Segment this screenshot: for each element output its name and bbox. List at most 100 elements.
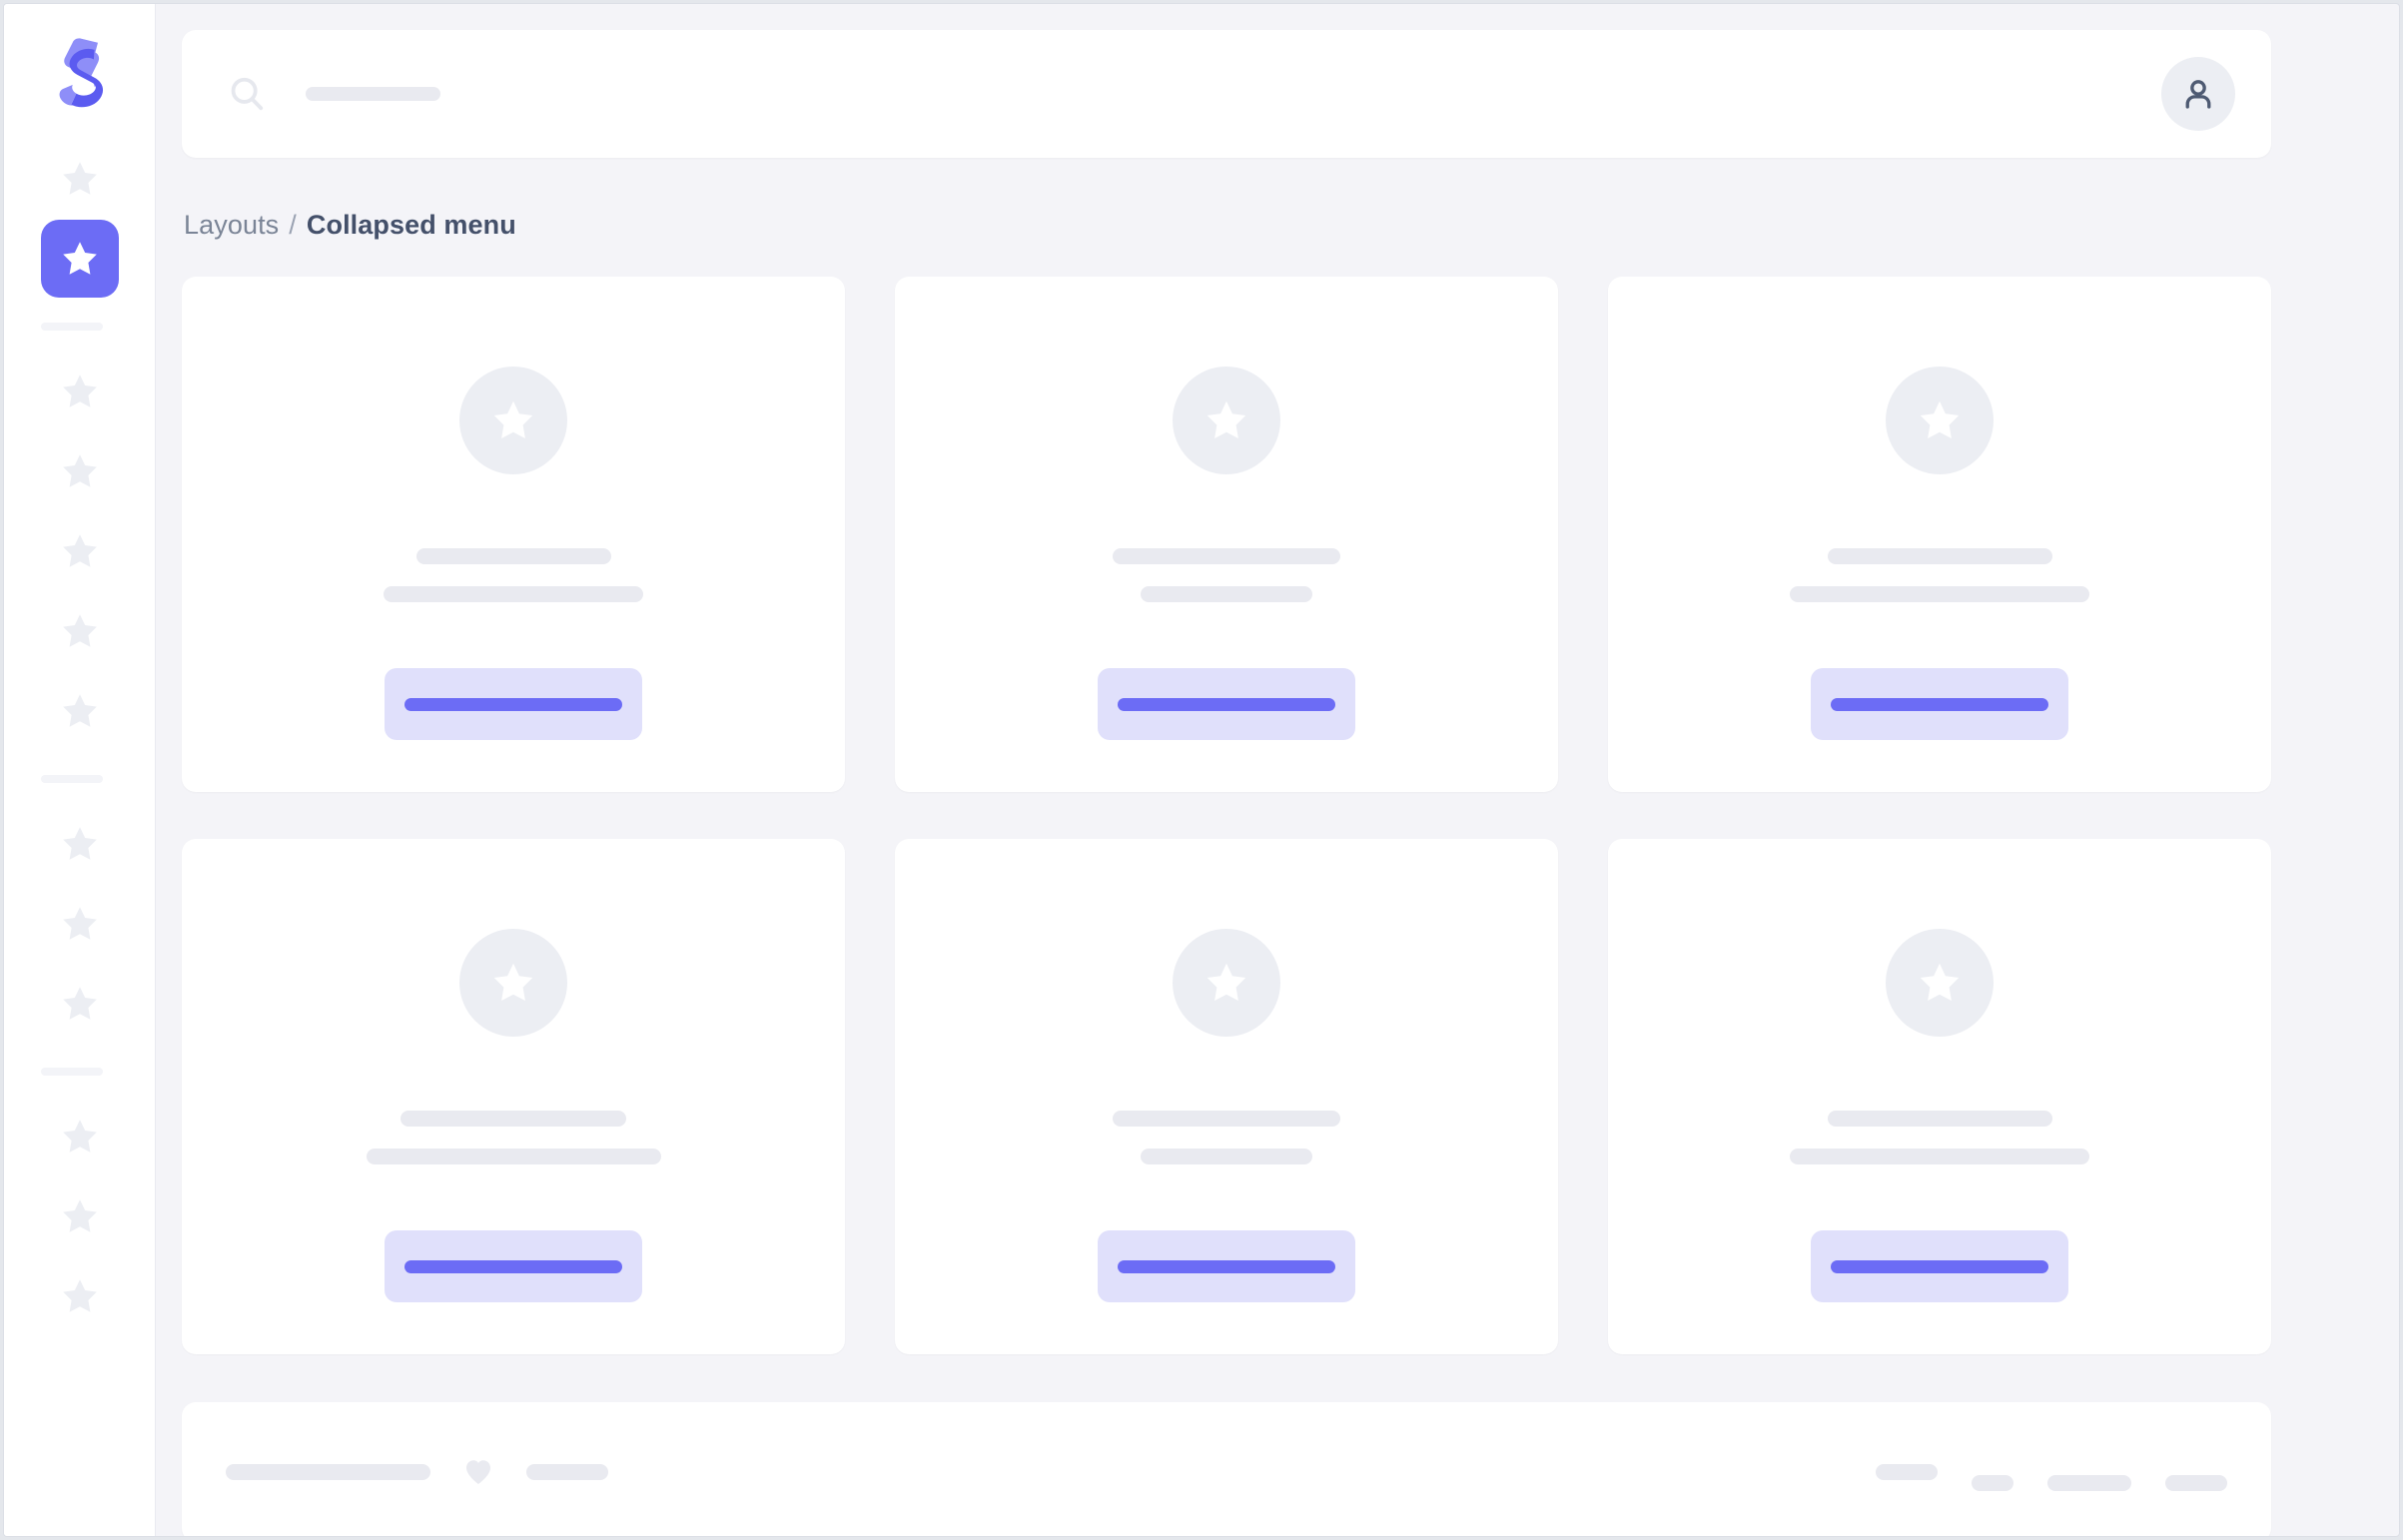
card-title-skeleton (400, 1111, 626, 1127)
star-icon (1920, 400, 1960, 438)
breadcrumb-separator: / (289, 210, 297, 240)
card-action-button[interactable] (1811, 1230, 2068, 1302)
card-text-skeletons (895, 1111, 1558, 1164)
card-grid (182, 277, 2271, 1354)
card-avatar (459, 367, 567, 474)
search-input[interactable] (266, 64, 2161, 124)
card-avatar (459, 929, 567, 1037)
footer-link-skeleton[interactable] (1972, 1475, 2013, 1491)
app-viewport: Layouts / Collapsed menu (3, 3, 2400, 1537)
card-action-button[interactable] (1098, 1230, 1355, 1302)
footer-text-skeleton (226, 1464, 430, 1480)
sidebar-item-12[interactable] (41, 1257, 119, 1335)
footer-bar (182, 1402, 2271, 1536)
sidebar-item-9[interactable] (41, 965, 119, 1043)
card-avatar (1886, 367, 1994, 474)
card-title-skeleton (1113, 1111, 1340, 1127)
sidebar-item-6[interactable] (41, 672, 119, 750)
card-action-button[interactable] (385, 668, 642, 740)
footer-suffix-skeleton (526, 1464, 608, 1480)
card-subtitle-skeleton (384, 586, 643, 602)
content-card[interactable] (182, 277, 845, 792)
card-text-skeletons (1608, 548, 2271, 602)
card-title-skeleton (415, 548, 611, 564)
star-icon (62, 454, 97, 487)
star-icon (493, 963, 533, 1001)
s-ribbon-logo-icon (59, 38, 103, 108)
card-action-label-skeleton (1831, 697, 2048, 711)
card-action-label-skeleton (1118, 697, 1335, 711)
brand-logo[interactable] (38, 30, 122, 114)
card-action-label-skeleton (404, 1259, 622, 1273)
sidebar-divider (40, 1068, 103, 1076)
card-text-skeletons (895, 548, 1558, 602)
footer-link-skeleton[interactable] (1876, 1464, 1938, 1480)
top-search-bar (182, 30, 2271, 158)
card-text-skeletons (1608, 1111, 2271, 1164)
card-title-skeleton (1113, 548, 1340, 564)
star-icon (62, 694, 97, 727)
card-avatar (1173, 929, 1280, 1037)
star-icon (1920, 963, 1960, 1001)
content-card[interactable] (182, 839, 845, 1354)
card-text-skeletons (182, 548, 845, 602)
content-card[interactable] (1608, 277, 2271, 792)
sidebar-item-2[interactable] (41, 353, 119, 430)
star-icon (62, 987, 97, 1020)
star-icon (62, 1120, 97, 1153)
sidebar-item-4[interactable] (41, 512, 119, 590)
star-icon (62, 907, 97, 940)
heart-icon (466, 1460, 490, 1484)
star-icon (62, 375, 97, 407)
star-icon (62, 534, 97, 567)
card-title-skeleton (1827, 548, 2052, 564)
sidebar-divider (40, 323, 103, 331)
footer-left-group (226, 1456, 608, 1488)
sidebar-item-7[interactable] (41, 805, 119, 883)
star-icon (62, 1199, 97, 1232)
content-card[interactable] (1608, 839, 2271, 1354)
card-subtitle-skeleton (1141, 586, 1312, 602)
sidebar-item-0[interactable] (41, 140, 119, 218)
breadcrumb-parent[interactable]: Layouts (184, 210, 280, 240)
account-avatar-button[interactable] (2161, 57, 2235, 131)
search-placeholder-skeleton (306, 87, 440, 101)
sidebar-item-1-active[interactable] (40, 220, 119, 298)
card-avatar (1886, 929, 1994, 1037)
breadcrumb: Layouts / Collapsed menu (184, 210, 2271, 241)
main-content: Layouts / Collapsed menu (156, 4, 2399, 1536)
sidebar-item-11[interactable] (41, 1177, 119, 1255)
star-icon (1206, 963, 1246, 1001)
search-icon (231, 77, 264, 111)
sidebar-nav (40, 140, 119, 1337)
card-action-button[interactable] (1098, 668, 1355, 740)
sidebar-item-5[interactable] (41, 592, 119, 670)
sidebar-divider (40, 775, 103, 783)
card-action-label-skeleton (1118, 1259, 1335, 1273)
star-icon (62, 162, 97, 195)
sidebar-item-10[interactable] (41, 1098, 119, 1175)
star-icon (62, 614, 97, 647)
content-card[interactable] (895, 277, 1558, 792)
footer-link-skeleton[interactable] (2165, 1475, 2227, 1491)
content-card[interactable] (895, 839, 1558, 1354)
user-icon (2185, 80, 2211, 109)
star-icon (62, 827, 97, 860)
card-subtitle-skeleton (1790, 586, 2089, 602)
footer-link-skeleton[interactable] (2047, 1475, 2131, 1491)
star-icon (1206, 400, 1246, 438)
sidebar-item-3[interactable] (41, 432, 119, 510)
card-text-skeletons (182, 1111, 845, 1164)
card-subtitle-skeleton (366, 1149, 661, 1164)
sidebar-item-8[interactable] (41, 885, 119, 963)
footer-links (1876, 1453, 2227, 1491)
star-icon (62, 1279, 97, 1312)
card-subtitle-skeleton (1790, 1149, 2089, 1164)
card-action-button[interactable] (1811, 668, 2068, 740)
card-avatar (1173, 367, 1280, 474)
collapsed-sidebar (4, 4, 156, 1536)
card-action-label-skeleton (404, 697, 622, 711)
card-title-skeleton (1827, 1111, 2052, 1127)
star-icon (62, 242, 97, 275)
card-action-button[interactable] (385, 1230, 642, 1302)
